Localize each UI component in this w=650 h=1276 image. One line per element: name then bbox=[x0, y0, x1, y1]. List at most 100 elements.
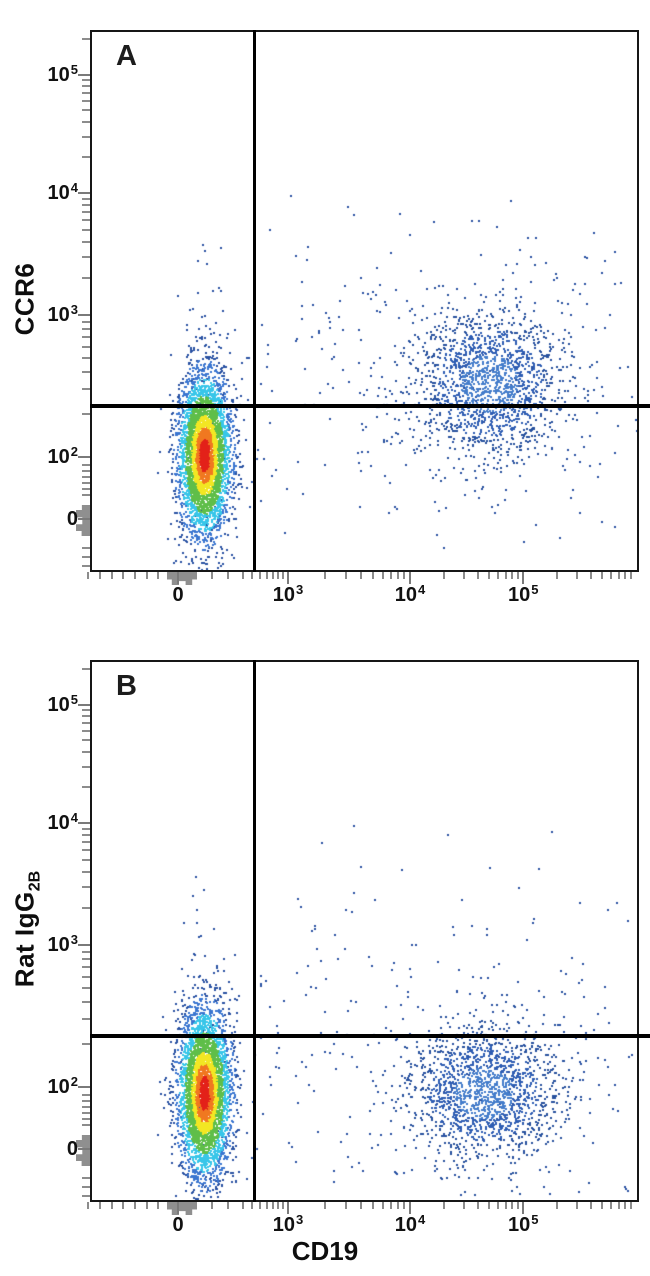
x-major-tick bbox=[287, 1202, 289, 1214]
y-minor-tick bbox=[82, 750, 90, 753]
x-minor-tick bbox=[576, 1202, 579, 1209]
y-minor-tick bbox=[82, 986, 90, 989]
x-tick-exponent: 3 bbox=[296, 582, 304, 597]
y-minor-tick bbox=[82, 277, 90, 280]
x-minor-tick bbox=[556, 572, 559, 579]
x-minor-tick bbox=[277, 572, 280, 579]
y-minor-tick bbox=[82, 135, 90, 138]
y-tick-value: 0 bbox=[66, 508, 78, 531]
y-tick-exponent: 3 bbox=[70, 932, 78, 948]
y-minor-tick bbox=[82, 1043, 90, 1046]
x-tick-label: 0 bbox=[138, 584, 218, 607]
y-minor-tick bbox=[82, 786, 90, 789]
x-minor-tick bbox=[403, 572, 406, 579]
y-minor-tick bbox=[82, 219, 90, 222]
y-minor-tick bbox=[82, 564, 90, 567]
y-tick-value: 10 bbox=[47, 446, 70, 469]
y-tick-label: 103 bbox=[0, 302, 78, 328]
panel-a-quadrant-gate-horizontal bbox=[90, 404, 650, 408]
y-minor-tick bbox=[82, 1000, 90, 1003]
y-minor-tick bbox=[82, 464, 90, 467]
y-tick-label: 0 bbox=[0, 508, 78, 530]
x-minor-tick bbox=[86, 1202, 89, 1209]
y-major-tick bbox=[78, 518, 90, 521]
x-major-tick bbox=[177, 572, 180, 584]
y-minor-tick bbox=[82, 765, 90, 768]
x-minor-tick bbox=[390, 572, 393, 579]
x-minor-tick bbox=[98, 1202, 101, 1209]
y-tick-value: 10 bbox=[47, 1076, 70, 1099]
y-minor-tick bbox=[82, 833, 90, 836]
y-tick-exponent: 3 bbox=[70, 302, 78, 318]
y-tick-exponent: 4 bbox=[70, 810, 78, 826]
x-minor-tick bbox=[601, 572, 604, 579]
panel-a: A CCR6 0 103 104 105 105 104 103 102 0 bbox=[0, 0, 650, 630]
x-minor-tick bbox=[443, 1202, 446, 1209]
y-minor-tick bbox=[82, 1112, 90, 1115]
panel-b-plot-area bbox=[90, 660, 639, 1202]
x-tick-exponent: 5 bbox=[531, 1212, 539, 1227]
y-minor-tick bbox=[82, 320, 90, 323]
y-tick-label: 103 bbox=[0, 932, 78, 958]
x-tick-exponent: 5 bbox=[531, 582, 539, 597]
y-tick-exponent: 4 bbox=[70, 180, 78, 196]
y-minor-tick bbox=[82, 840, 90, 843]
x-major-tick bbox=[287, 572, 289, 584]
x-minor-tick bbox=[617, 1202, 620, 1209]
x-minor-tick bbox=[610, 572, 613, 579]
y-minor-tick bbox=[82, 228, 90, 231]
x-minor-tick bbox=[497, 1202, 500, 1209]
x-minor-tick bbox=[590, 1202, 593, 1209]
x-minor-tick bbox=[242, 572, 245, 579]
y-minor-tick bbox=[82, 388, 90, 391]
x-minor-tick bbox=[133, 572, 136, 579]
y-minor-tick bbox=[82, 849, 90, 852]
y-major-tick bbox=[78, 1086, 90, 1089]
y-minor-tick bbox=[82, 907, 90, 910]
x-minor-tick bbox=[477, 1202, 480, 1209]
y-major-tick bbox=[78, 944, 90, 947]
x-minor-tick bbox=[630, 1202, 633, 1209]
y-minor-tick bbox=[82, 370, 90, 373]
y-tick-exponent: 2 bbox=[70, 444, 78, 460]
y-tick-exponent: 5 bbox=[70, 691, 78, 707]
panel-b-y-axis-zero-block bbox=[76, 1135, 90, 1166]
x-minor-tick bbox=[463, 1202, 466, 1209]
x-minor-tick bbox=[265, 1202, 268, 1209]
y-minor-tick bbox=[82, 210, 90, 213]
x-minor-tick bbox=[282, 572, 285, 579]
x-minor-tick bbox=[463, 572, 466, 579]
x-minor-tick bbox=[86, 572, 89, 579]
y-tick-label: 0 bbox=[0, 1138, 78, 1160]
y-minor-tick bbox=[82, 470, 90, 473]
x-minor-tick bbox=[210, 572, 213, 579]
x-tick-value: 10 bbox=[394, 584, 417, 606]
y-tick-value: 10 bbox=[47, 63, 70, 86]
x-minor-tick bbox=[504, 572, 507, 579]
x-minor-tick bbox=[488, 572, 491, 579]
x-tick-exponent: 4 bbox=[417, 582, 426, 597]
y-minor-tick bbox=[82, 1106, 90, 1109]
x-major-tick bbox=[177, 1202, 180, 1214]
y-major-tick bbox=[78, 456, 90, 459]
x-minor-tick bbox=[323, 1202, 326, 1209]
x-minor-tick bbox=[360, 1202, 363, 1209]
y-minor-tick bbox=[82, 715, 90, 718]
x-minor-tick bbox=[145, 1202, 148, 1209]
y-minor-tick bbox=[82, 120, 90, 123]
x-minor-tick bbox=[630, 572, 633, 579]
panel-b-quadrant-gate-vertical bbox=[253, 660, 256, 1202]
y-minor-tick bbox=[82, 722, 90, 725]
x-tick-exponent: 4 bbox=[417, 1212, 426, 1227]
x-tick-label: 0 bbox=[138, 1214, 218, 1237]
x-minor-tick bbox=[345, 1202, 348, 1209]
x-minor-tick bbox=[617, 572, 620, 579]
y-major-tick bbox=[78, 822, 90, 825]
y-tick-value: 10 bbox=[47, 934, 70, 957]
y-minor-tick bbox=[82, 1186, 90, 1189]
x-tick-value: 10 bbox=[272, 1214, 295, 1236]
y-minor-tick bbox=[82, 482, 90, 485]
x-minor-tick bbox=[156, 1202, 159, 1209]
x-minor-tick bbox=[381, 572, 384, 579]
x-minor-tick bbox=[397, 1202, 400, 1209]
